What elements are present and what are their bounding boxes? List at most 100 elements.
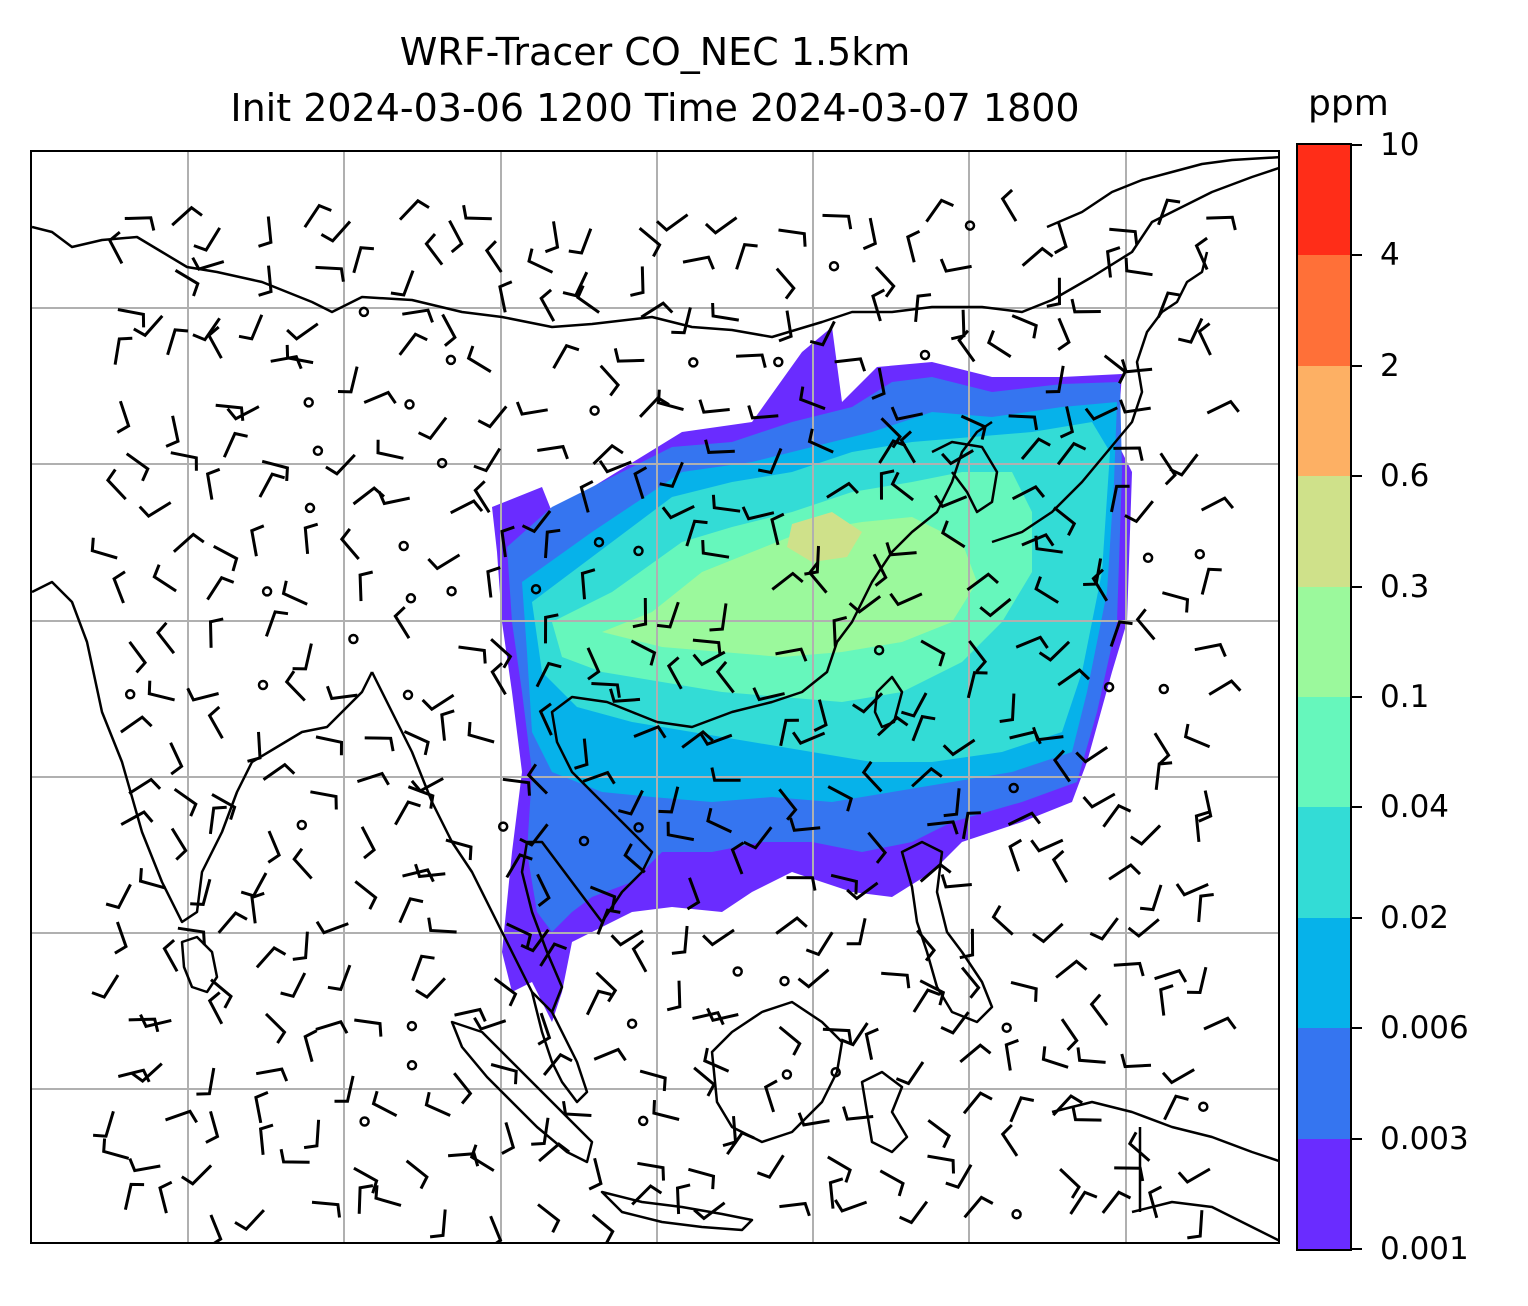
- calm-wind-marker: [732, 966, 743, 977]
- wind-barb: [576, 284, 600, 314]
- wind-barb: [1161, 1068, 1195, 1085]
- wind-barb: [407, 785, 435, 809]
- wind-barb: [234, 1209, 265, 1232]
- wind-barb: [1119, 399, 1151, 414]
- wind-barb: [429, 1209, 447, 1239]
- wind-barb: [939, 258, 972, 273]
- wind-barb: [591, 682, 621, 698]
- wind-barb: [1197, 322, 1212, 356]
- wind-barb: [1120, 358, 1153, 374]
- wind-barb: [631, 1184, 663, 1206]
- wind-barb: [840, 1022, 869, 1047]
- wind-barb: [170, 451, 198, 471]
- wind-barb: [1102, 803, 1132, 828]
- wind-barb: [681, 729, 714, 749]
- wind-barb: [786, 876, 817, 891]
- wind-barb: [1124, 257, 1153, 277]
- wind-barb: [639, 1069, 667, 1092]
- wind-barb: [1194, 642, 1227, 658]
- calm-wind-marker: [446, 585, 457, 597]
- wind-barb: [1206, 399, 1240, 415]
- wind-barb: [775, 267, 796, 300]
- wind-barb: [1011, 314, 1038, 339]
- wind-barb: [562, 1100, 592, 1117]
- wind-barb: [521, 509, 552, 534]
- wind-barb: [339, 527, 360, 560]
- wind-barb: [1034, 535, 1063, 554]
- wind-barb: [376, 439, 404, 460]
- wind-barb: [879, 469, 895, 500]
- wind-barb: [303, 522, 319, 555]
- wind-barb: [377, 490, 411, 506]
- wind-barb: [500, 525, 515, 558]
- wind-barb: [871, 367, 886, 400]
- coastline-new-guinea-south: [1131, 1200, 1278, 1242]
- wind-barb: [1200, 496, 1235, 512]
- wind-barb: [826, 481, 859, 499]
- wind-barb: [779, 718, 799, 747]
- colorbar-tick-label: 2: [1380, 347, 1400, 384]
- wind-barb: [327, 964, 352, 992]
- calm-wind-marker: [1198, 1101, 1209, 1112]
- wind-barb: [895, 1061, 925, 1086]
- wind-barb: [591, 1213, 615, 1242]
- coastline-indochina: [370, 671, 658, 1014]
- calm-wind-marker: [637, 1115, 649, 1127]
- wind-barb: [1045, 365, 1065, 394]
- map-panel: [30, 150, 1280, 1244]
- wind-barb: [943, 788, 961, 818]
- colorbar-tick: [1352, 364, 1362, 367]
- wind-barb: [778, 1025, 802, 1056]
- wind-barb: [848, 595, 882, 614]
- wind-barb: [1010, 980, 1038, 1002]
- calm-wind-marker: [296, 819, 308, 831]
- wind-barb: [630, 639, 657, 666]
- wind-barb: [609, 688, 641, 703]
- coastlines: [32, 155, 1278, 1242]
- wind-barb: [867, 831, 888, 864]
- wind-barb: [659, 461, 684, 489]
- colorbar-segment: [1298, 145, 1350, 256]
- colorbar-segment: [1298, 254, 1350, 366]
- calm-wind-marker: [593, 536, 605, 548]
- wind-barb: [493, 977, 518, 1007]
- wind-barb: [864, 1027, 879, 1061]
- wind-barb: [950, 309, 966, 341]
- wind-barb: [357, 1184, 374, 1214]
- wind-barb: [486, 566, 501, 598]
- wind-barb: [123, 1182, 145, 1211]
- wind-barb: [828, 1177, 844, 1209]
- calm-wind-marker: [124, 689, 136, 700]
- wind-barb: [809, 320, 836, 347]
- wind-barb: [531, 1117, 550, 1146]
- wind-barb: [1021, 533, 1055, 547]
- wind-barb: [736, 353, 767, 368]
- wind-barb: [1071, 1106, 1102, 1122]
- wind-barb: [1120, 1053, 1152, 1069]
- wind-barb: [128, 1158, 161, 1173]
- wind-barb: [255, 945, 287, 969]
- wind-barb: [701, 540, 730, 559]
- wind-barb: [633, 724, 667, 739]
- wind-barb: [1198, 790, 1213, 823]
- wind-barb: [830, 873, 858, 895]
- wind-barb: [778, 788, 798, 821]
- wind-barb: [539, 288, 556, 322]
- wind-barb: [726, 1131, 755, 1156]
- wind-barb: [292, 931, 309, 961]
- wind-barb: [693, 1066, 716, 1097]
- wind-barb: [166, 328, 189, 356]
- wind-barb: [960, 414, 987, 440]
- wind-barb: [1187, 1210, 1204, 1240]
- wind-barb: [208, 617, 224, 648]
- wind-barb: [957, 329, 976, 363]
- wind-barb: [1030, 838, 1064, 853]
- coastline-china-south: [656, 420, 993, 729]
- wind-barb: [405, 1159, 429, 1190]
- calm-wind-marker: [1194, 548, 1206, 560]
- wind-barb: [671, 925, 689, 955]
- wind-barb: [881, 971, 911, 989]
- wind-barb: [1110, 484, 1130, 513]
- calm-wind-marker: [406, 1020, 418, 1032]
- wind-barb: [255, 1067, 289, 1082]
